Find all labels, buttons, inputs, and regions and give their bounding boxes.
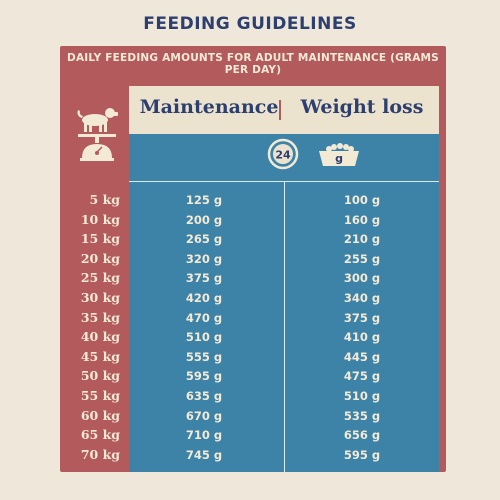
weight-loss-cell: 300 g: [343, 271, 381, 286]
maintenance-cell: 375 g: [185, 271, 223, 286]
row-weight: 40 kg: [80, 329, 120, 345]
weight-loss-cell: 595 g: [343, 447, 381, 462]
clock-24-icon: 24: [267, 138, 299, 170]
header-divider: [279, 100, 281, 120]
row-weight: 15 kg: [80, 231, 120, 247]
weight-loss-cell: 210 g: [343, 232, 381, 247]
row-weight: 35 kg: [80, 309, 120, 325]
row-weight: 5 kg: [89, 192, 120, 207]
maintenance-cell: 470 g: [185, 310, 223, 325]
maintenance-cell: 710 g: [185, 428, 223, 443]
row-weight: 20 kg: [80, 250, 120, 266]
dog-on-scale-icon: [77, 108, 118, 161]
row-weight: 65 kg: [80, 427, 120, 443]
weight-loss-cell: 510 g: [343, 389, 381, 403]
row-weight: 70 kg: [80, 446, 120, 462]
maintenance-cell: 265 g: [185, 232, 223, 247]
header-maintenance: Maintenance: [139, 96, 279, 118]
column-rule: [284, 181, 285, 472]
maintenance-cell: 125 g: [185, 193, 223, 207]
weight-loss-cell: 340 g: [343, 291, 381, 305]
row-weight: 50 kg: [80, 368, 120, 384]
maintenance-cell: 595 g: [185, 369, 223, 384]
maintenance-cell: 320 g: [185, 251, 223, 266]
row-weight: 60 kg: [80, 407, 120, 423]
clock-label: 24: [275, 149, 291, 162]
bowl-label: g: [335, 152, 343, 165]
maintenance-cell: 510 g: [185, 330, 223, 345]
weight-loss-cell: 100 g: [343, 193, 381, 207]
maintenance-cell: 555 g: [185, 349, 223, 364]
weight-loss-cell: 535 g: [343, 408, 381, 423]
weight-column: [60, 86, 129, 472]
weight-loss-cell: 160 g: [343, 212, 381, 227]
weight-loss-cell: 475 g: [343, 369, 381, 384]
page-title: FEEDING GUIDELINES: [143, 14, 357, 34]
column-header: Maintenance Weight loss: [129, 86, 439, 134]
header-weight-loss: Weight loss: [300, 96, 424, 118]
weight-loss-cell: 375 g: [343, 310, 381, 325]
maintenance-cell: 635 g: [185, 389, 223, 403]
bowl-icon: g: [319, 143, 359, 166]
weight-loss-cell: 255 g: [343, 251, 381, 266]
row-weight: 25 kg: [80, 270, 120, 286]
row-weight: 55 kg: [80, 388, 120, 403]
maintenance-cell: 200 g: [185, 212, 223, 227]
row-weight: 30 kg: [80, 290, 120, 305]
feeding-table-card: DAILY FEEDING AMOUNTS FOR ADULT MAINTENA…: [60, 46, 446, 472]
table-panel: Maintenance Weight loss 24 g 125 g 100 g 2…: [129, 86, 439, 472]
weight-loss-cell: 410 g: [343, 330, 381, 345]
table-subtitle: DAILY FEEDING AMOUNTS FOR ADULT MAINTENA…: [67, 52, 439, 76]
row-weight: 10 kg: [80, 211, 120, 227]
icon-row: 24 g: [129, 134, 439, 178]
maintenance-cell: 670 g: [185, 408, 223, 423]
maintenance-cell: 420 g: [185, 291, 223, 305]
weight-loss-cell: 445 g: [343, 349, 381, 364]
weight-loss-cell: 656 g: [343, 428, 381, 443]
maintenance-cell: 745 g: [185, 447, 223, 462]
row-weight: 45 kg: [80, 348, 120, 364]
